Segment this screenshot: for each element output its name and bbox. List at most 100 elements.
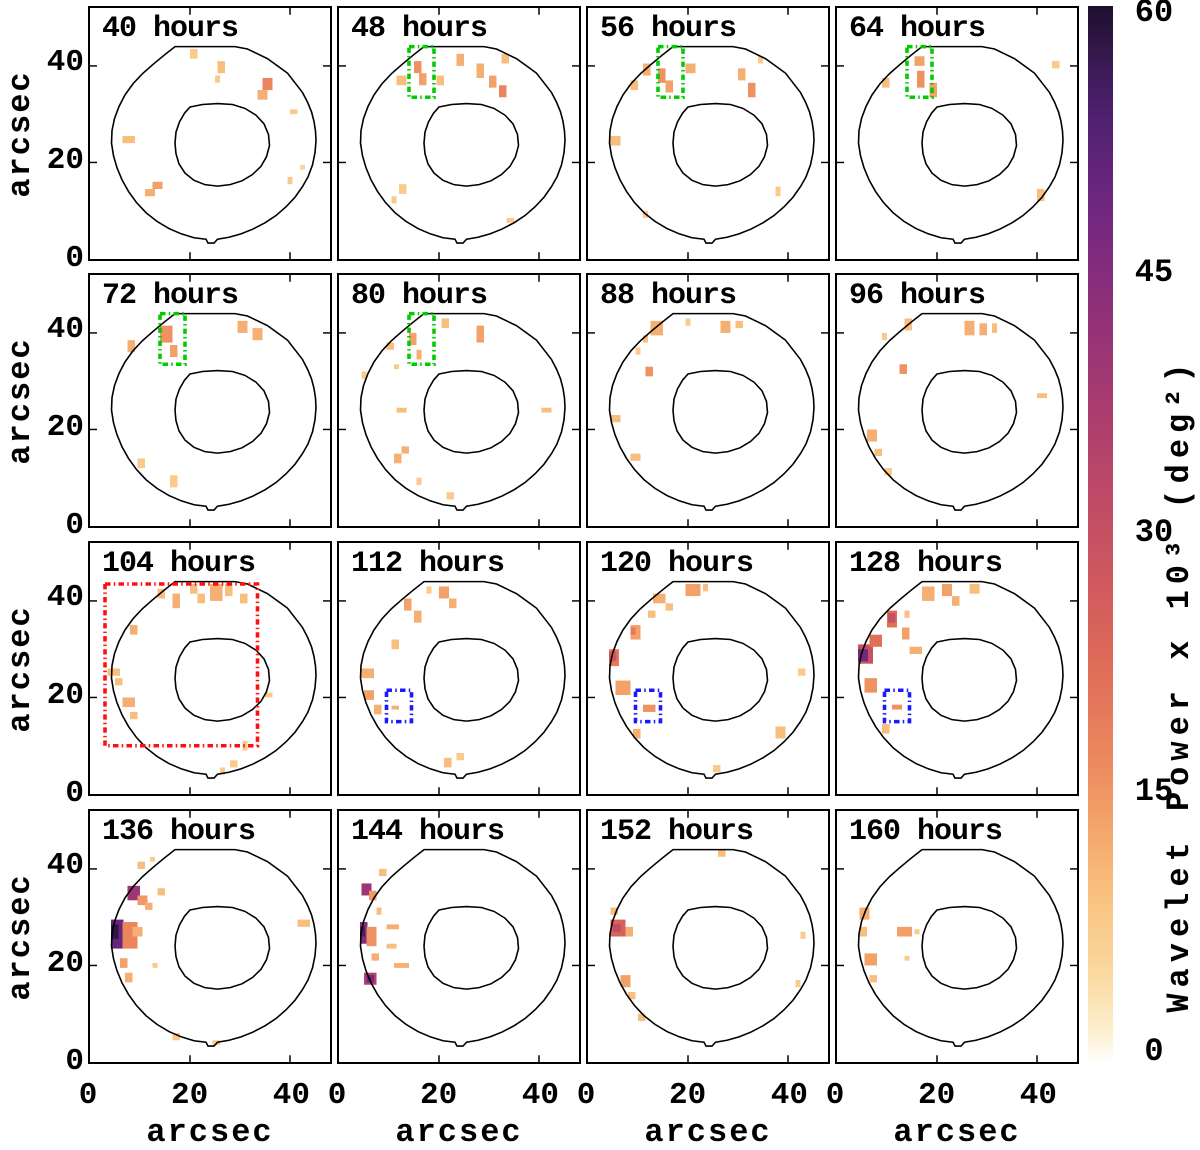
power-blob: [882, 332, 887, 341]
power-map: [339, 811, 579, 1062]
power-blob: [630, 80, 638, 91]
power-blob: [633, 728, 641, 739]
x-tick-label: 0: [78, 1078, 98, 1113]
power-blob: [132, 926, 143, 937]
panel-title: 136 hours: [102, 815, 256, 849]
highlight-box-green: [905, 44, 934, 100]
power-blob: [904, 610, 910, 618]
power-map: [339, 8, 579, 259]
power-blob: [262, 77, 273, 91]
power-blob: [506, 217, 514, 223]
power-blob: [137, 458, 145, 469]
power-blob: [798, 668, 806, 676]
power-blob: [665, 603, 673, 611]
inner-contour: [423, 637, 520, 722]
power-blob: [969, 584, 980, 594]
power-blob: [115, 678, 123, 686]
outer-contour: [608, 45, 815, 244]
power-blob: [643, 704, 656, 712]
inner-contour: [921, 369, 1018, 454]
power-blob: [210, 584, 223, 601]
panel-title: 120 hours: [600, 547, 754, 581]
power-map: [588, 275, 828, 526]
power-blob: [869, 975, 877, 983]
power-map: [837, 275, 1077, 526]
power-blob: [914, 929, 920, 935]
power-blob: [718, 849, 726, 857]
power-blob: [964, 320, 975, 336]
x-tick-label: 20: [669, 1078, 707, 1113]
power-blob: [942, 584, 952, 597]
power-blob: [394, 453, 402, 464]
power-map: [837, 543, 1077, 794]
panel-48-hours: 48 hours: [337, 6, 581, 261]
inner-contour: [921, 102, 1018, 187]
power-blob: [795, 979, 801, 988]
power-blob: [401, 446, 409, 454]
outer-contour: [857, 312, 1064, 511]
power-blob: [290, 109, 298, 115]
power-blob: [899, 364, 907, 374]
x-tick-label: 0: [327, 1078, 347, 1113]
highlight-box-green: [656, 44, 685, 100]
power-map: [588, 543, 828, 794]
power-blob: [620, 975, 631, 988]
panel-120-hours: 120 hours: [586, 541, 830, 796]
power-blob: [300, 164, 305, 170]
colorbar-tick-label: 60: [1134, 0, 1174, 31]
y-tick-label: 40: [46, 579, 84, 615]
power-blob: [501, 53, 509, 64]
colorbar-tick-label: 45: [1134, 253, 1174, 291]
power-blob: [120, 958, 128, 968]
power-blob: [882, 77, 890, 88]
power-blob: [441, 318, 449, 329]
power-blob: [992, 323, 997, 333]
colorbar-tick-label: 0: [1144, 1033, 1164, 1070]
panel-88-hours: 88 hours: [586, 273, 830, 528]
outer-contour: [110, 45, 317, 244]
panel-152-hours: 152 hours: [586, 809, 830, 1064]
x-tick-label: 0: [576, 1078, 596, 1113]
power-blob: [257, 90, 268, 100]
power-blob: [145, 902, 153, 910]
power-blob: [265, 692, 273, 698]
inner-contour: [174, 905, 271, 990]
power-blob: [122, 697, 135, 708]
power-blob: [917, 70, 925, 88]
power-blob: [190, 584, 198, 594]
power-blob: [449, 598, 457, 609]
power-blob: [775, 186, 781, 197]
panel-title: 72 hours: [102, 279, 239, 313]
inner-contour: [672, 369, 769, 454]
panel-title: 104 hours: [102, 547, 256, 581]
panel-title: 96 hours: [849, 279, 986, 313]
power-blob: [882, 724, 890, 734]
power-blob: [240, 593, 248, 604]
power-map: [837, 811, 1077, 1062]
power-blob: [376, 907, 382, 915]
outer-contour: [857, 848, 1064, 1047]
outer-contour: [359, 45, 566, 244]
panel-40-hours: 40 hours: [88, 6, 332, 261]
outer-contour: [110, 580, 317, 779]
power-blob: [685, 584, 701, 597]
inner-contour: [174, 102, 271, 187]
power-blob: [394, 364, 399, 370]
power-blob: [914, 56, 925, 66]
x-tick-label: 40: [272, 1078, 310, 1113]
outer-contour: [857, 45, 1064, 244]
x-axis-title: arcsec: [146, 1114, 274, 1150]
colorbar-gradient: [1088, 6, 1113, 1064]
highlight-box-red: [103, 582, 260, 748]
colorbar-title: Wavelet Power x 10³ (deg²): [1161, 357, 1198, 1013]
power-blob: [379, 868, 387, 877]
inner-contour: [672, 905, 769, 990]
power-blob: [648, 610, 656, 618]
power-blob: [1037, 393, 1047, 399]
power-blob: [386, 924, 399, 930]
panel-title: 40 hours: [102, 12, 239, 46]
power-blob: [869, 634, 882, 647]
power-blob: [391, 196, 397, 204]
highlight-box-green: [158, 311, 187, 367]
